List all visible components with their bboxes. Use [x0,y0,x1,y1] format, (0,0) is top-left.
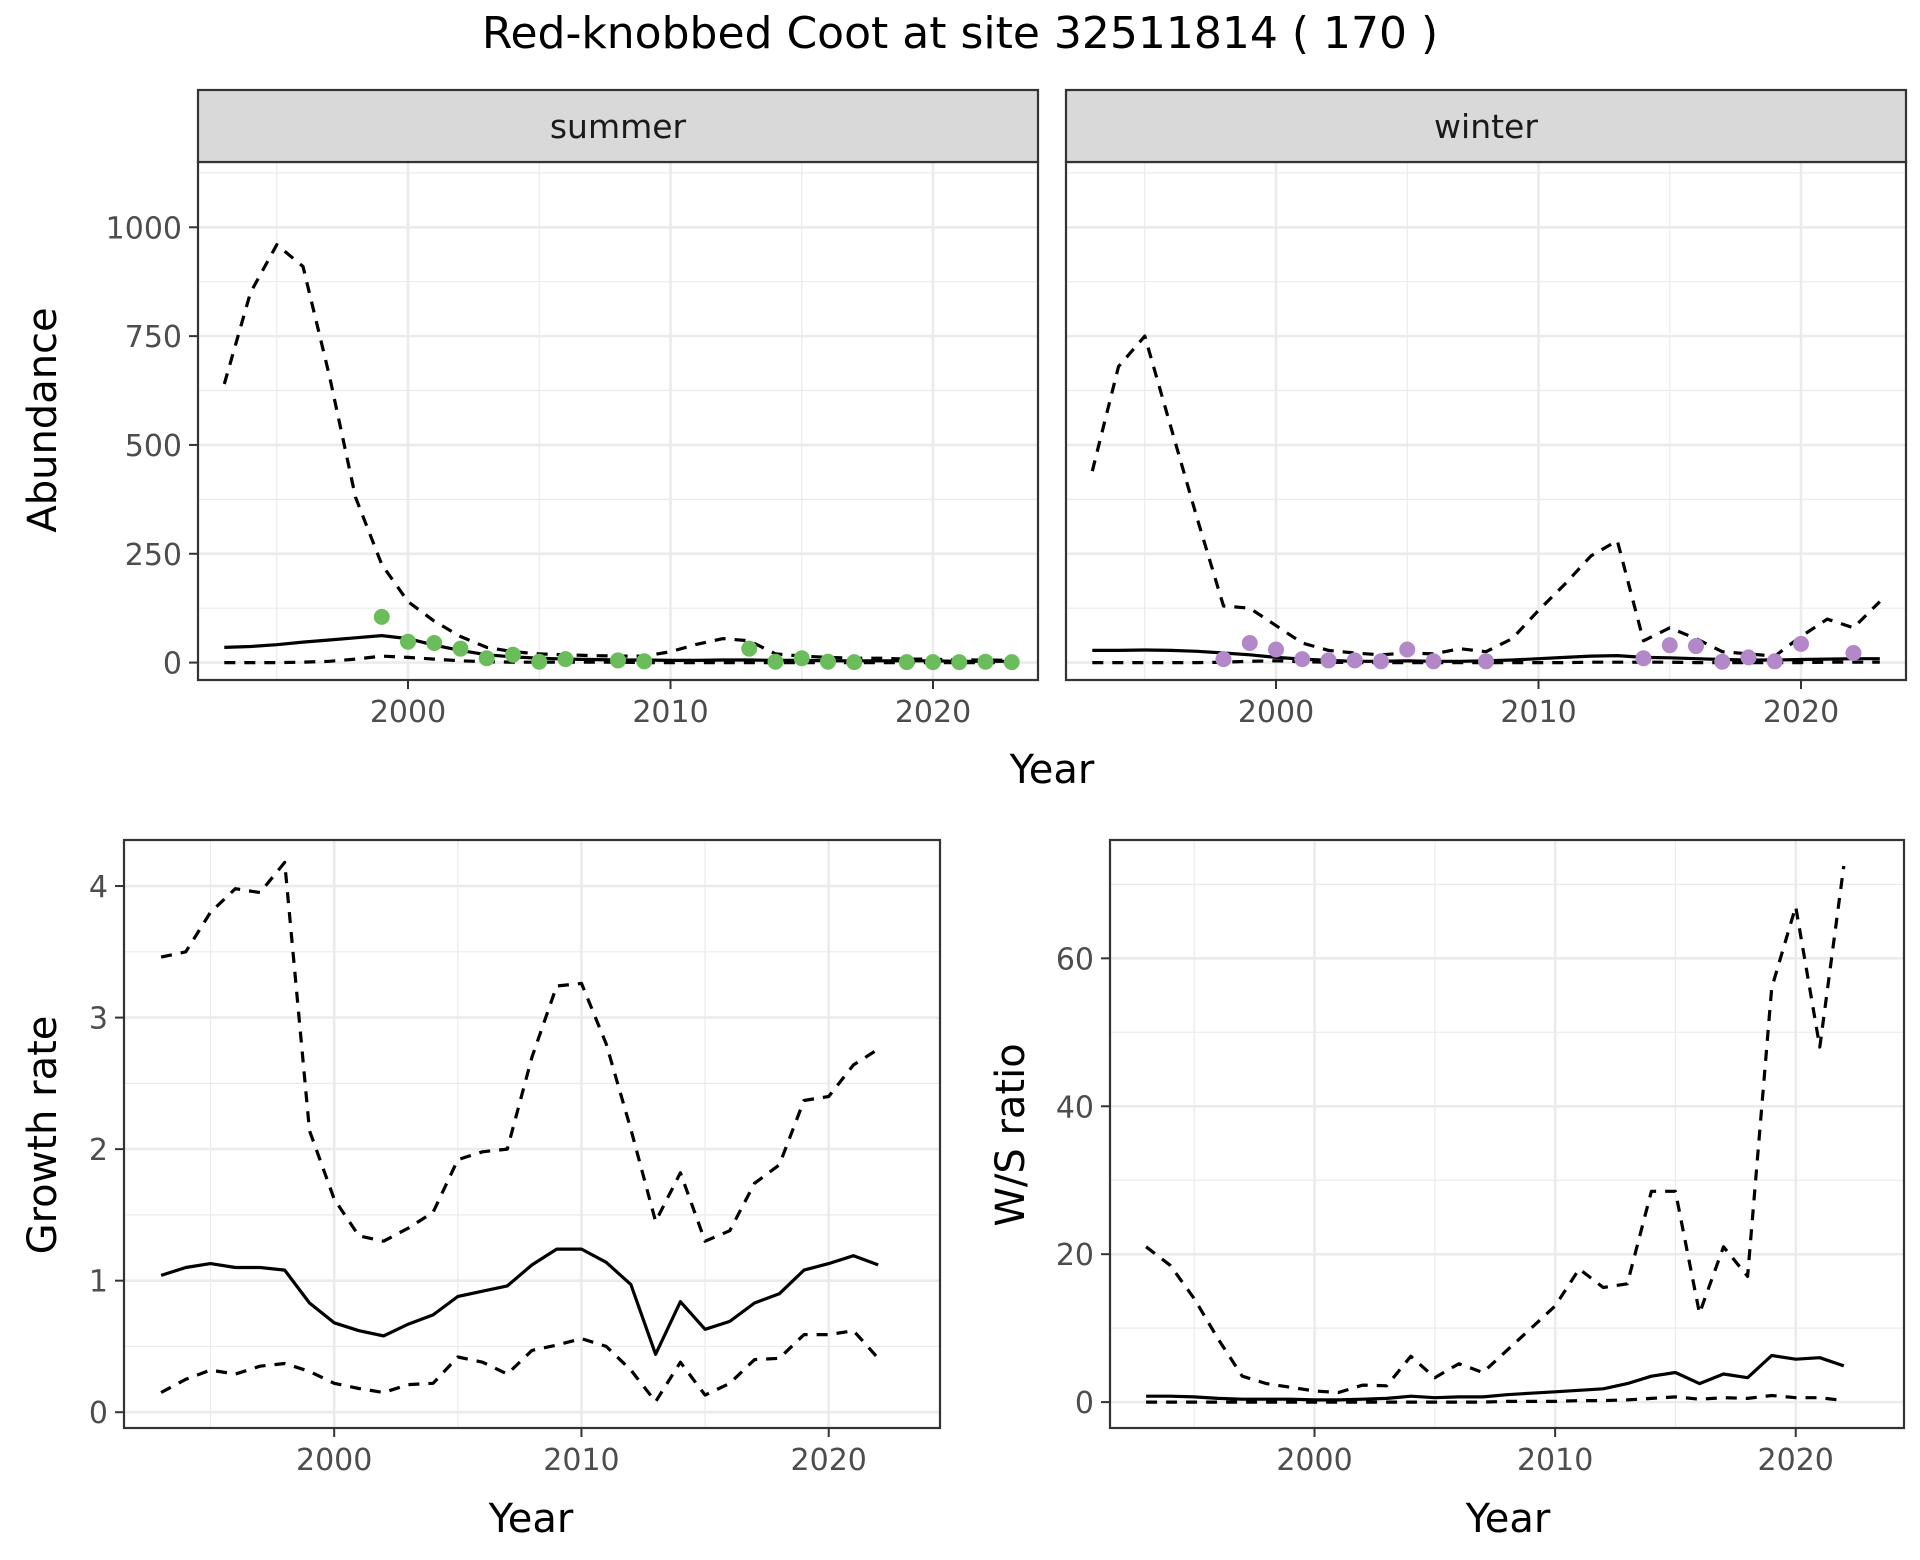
winter-plot-background [1066,162,1906,680]
winter-data-point [1845,645,1862,662]
summer-y-tick-label: 0 [163,647,182,682]
winter-data-point [1425,653,1442,670]
ws_ratio-plot-background [1110,840,1904,1428]
growth-rate-panel: 2000 2010 2020 0 1 2 3 4 [89,838,942,1478]
growth-series-lower-line [160,1329,880,1404]
winter-data-point [1373,653,1389,670]
summer-data-point [557,651,574,668]
ws_ratio-x-tick-label: 2000 [1276,1443,1352,1478]
growth-ylabel: Growth rate [20,1016,66,1255]
summer-panel: summer 2000 2010 2020 0 250 500 750 1000 [106,88,1040,730]
growth-x-tick-label: 2010 [543,1443,619,1478]
summer-data-point [531,653,548,670]
summer-data-point [767,653,784,670]
summer-data-point [478,650,495,667]
ws_ratio-y-tick-label: 0 [1075,1386,1094,1421]
winter-data-point [1399,641,1416,658]
ws_ratio-y-tick-label: 40 [1056,1090,1094,1125]
growth-y-tick-label: 2 [89,1133,108,1168]
summer-x-tick-label: 2020 [895,695,971,730]
winter-data-point [1320,652,1337,669]
ws_ratio-series-mean-line [1146,1353,1845,1402]
ws_ratio-series-lower-line [1146,1393,1844,1404]
summer-strip-label: summer [550,107,687,146]
winter-data-point [1268,641,1284,658]
ws_ratio-x-tick-label: 2020 [1758,1443,1834,1478]
summer-data-point [977,653,994,670]
ratio-ylabel: W/S ratio [988,1043,1034,1226]
growth-x-tick-label: 2020 [791,1443,867,1478]
summer-data-point [793,650,810,667]
summer-y-tick-label: 1000 [106,211,182,246]
summer-data-point [925,654,941,671]
growth-y-tick-label: 4 [89,870,108,905]
growth-xlabel: Year [488,1496,574,1542]
winter-data-point [1215,651,1232,668]
ratio-xlabel: Year [1465,1496,1551,1542]
figure-title: Red-knobbed Coot at site 32511814 ( 170 … [482,8,1438,59]
growth-y-tick-label: 1 [89,1265,108,1300]
growth-y-tick-label: 3 [89,1002,108,1037]
ws_ratio-y-tick-label: 20 [1056,1238,1094,1273]
summer-y-tick-label: 500 [125,429,182,464]
winter-strip [1064,88,1908,164]
summer-y-tick-label: 750 [125,320,182,355]
winter-data-point [1346,652,1363,669]
winter-data-point [1661,637,1678,654]
ws_ratio-x-tick-label: 2010 [1517,1443,1593,1478]
summer-y-tick-label: 250 [125,538,182,573]
winter-panel: winter 2000 2010 2020 [1064,88,1908,730]
growth-series-mean-line [160,1247,879,1356]
winter-data-point [1793,635,1809,652]
winter-data-point [1714,653,1731,670]
summer-data-point [951,654,968,671]
summer-strip [196,88,1040,164]
winter-data-point [1478,653,1494,670]
growth-y-tick-label: 0 [89,1396,108,1431]
winter-x-tick-label: 2000 [1238,695,1314,730]
ws-ratio-panel: 2000 2010 2020 0 20 40 60 [1056,838,1906,1478]
summer-data-point [1003,654,1020,671]
growth-series-upper-line [160,860,880,1243]
winter-data-point [1635,650,1652,667]
winter-data-point [1688,638,1704,655]
growth-x-tick-label: 2000 [296,1443,372,1478]
growth-panel-border [122,838,942,1430]
summer-plot-background [198,162,1038,680]
winter-series-upper-line [1090,334,1881,658]
winter-data-point [1241,635,1258,651]
top-ylabel: Abundance [20,307,66,532]
summer-data-point [846,654,863,671]
summer-data-point [741,640,758,657]
winter-data-point [1740,649,1757,666]
ws_ratio-panel-border [1108,838,1906,1430]
summer-data-point [452,640,469,657]
winter-data-point [1766,653,1783,670]
summer-data-point [898,654,915,671]
summer-data-point [426,635,443,651]
ws_ratio-y-tick-label: 60 [1056,942,1094,977]
growth-plot-background [124,840,940,1428]
summer-data-point [610,652,626,669]
winter-data-point [1294,651,1311,668]
top-xlabel: Year [1009,747,1095,793]
ws_ratio-series-upper-line [1145,865,1846,1395]
summer-data-point [820,653,836,670]
winter-x-tick-label: 2010 [1500,695,1576,730]
summer-data-point [505,646,521,663]
summer-data-point [636,653,653,670]
summer-data-point [400,633,416,650]
summer-x-tick-label: 2000 [370,695,446,730]
winter-x-tick-label: 2020 [1763,695,1839,730]
summer-x-tick-label: 2010 [632,695,708,730]
winter-strip-label: winter [1434,107,1538,146]
summer-data-point [373,608,390,625]
